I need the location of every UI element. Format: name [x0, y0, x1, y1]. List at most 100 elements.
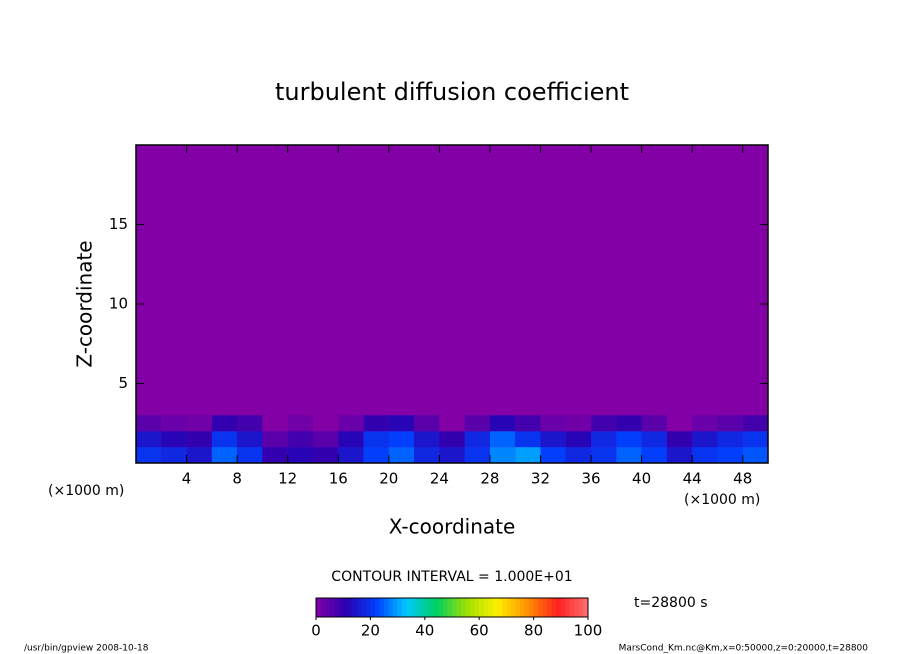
- colorbar-swatch: [320, 598, 326, 617]
- x-tick-label: 4: [182, 470, 192, 488]
- heat-cell: [414, 447, 440, 463]
- heat-cell: [489, 431, 516, 448]
- heat-cell: [237, 431, 263, 448]
- colorbar-swatch: [393, 598, 398, 617]
- colorbar-swatch: [470, 598, 475, 617]
- heat-cell: [666, 447, 693, 463]
- colorbar-swatch: [510, 598, 516, 617]
- colorbar-swatch: [497, 598, 503, 617]
- heat-cell: [464, 415, 490, 432]
- heat-cell: [262, 415, 288, 432]
- contour-interval: CONTOUR INTERVAL = 1.000E+01: [331, 569, 572, 585]
- heat-cell: [591, 415, 617, 432]
- heat-cell: [742, 447, 768, 463]
- heat-cell: [287, 415, 313, 432]
- colorbar-swatch: [456, 598, 462, 617]
- heat-cell: [136, 415, 162, 432]
- x-tick-label: 32: [531, 470, 550, 488]
- colorbar-swatch: [488, 598, 494, 617]
- heat-cell: [717, 415, 743, 432]
- heat-cell: [742, 431, 768, 448]
- x-unit: (×1000 m): [684, 492, 760, 508]
- colorbar-swatch: [524, 598, 530, 617]
- colorbar-swatch: [361, 598, 367, 617]
- colorbar-swatch: [329, 598, 335, 617]
- heat-cell: [565, 447, 592, 463]
- colorbar-swatch: [501, 598, 507, 617]
- heat-cell: [565, 431, 592, 448]
- heat-cell: [666, 415, 693, 432]
- colorbar-swatch: [352, 598, 358, 617]
- x-tick-label: 40: [632, 470, 651, 488]
- heat-cell: [692, 415, 718, 432]
- colorbar-swatch: [551, 598, 557, 617]
- colorbar-swatch: [415, 598, 421, 617]
- colorbar-swatch: [533, 598, 539, 617]
- heat-cell: [515, 415, 541, 432]
- heat-cell: [464, 447, 490, 463]
- heat-cell: [591, 431, 617, 448]
- colorbar-tick-label: 100: [574, 622, 603, 640]
- heat-cell: [388, 431, 415, 448]
- colorbar-swatch: [411, 598, 417, 617]
- heat-cell: [591, 447, 617, 463]
- heat-cell: [211, 415, 238, 432]
- heat-cell: [439, 447, 465, 463]
- colorbar-swatch: [388, 598, 394, 617]
- colorbar-swatch: [529, 598, 534, 617]
- heat-cell: [161, 415, 187, 432]
- colorbar-swatch: [479, 598, 485, 617]
- colorbar-swatch: [542, 598, 548, 617]
- heat-cell: [489, 415, 516, 432]
- heat-cell: [338, 431, 364, 448]
- colorbar-swatch: [492, 598, 498, 617]
- colorbar-swatch: [433, 598, 439, 617]
- heat-cell: [161, 447, 187, 463]
- colorbar-frame: [315, 597, 589, 618]
- y-tick-label: 15: [109, 215, 128, 233]
- colorbar-swatch: [397, 598, 403, 617]
- heat-cell: [616, 447, 642, 463]
- heat-cell: [237, 447, 263, 463]
- footer-right: MarsCond_Km.nc@Km,x=0:50000,z=0:20000,t=…: [619, 644, 869, 654]
- colorbar-swatch: [506, 598, 512, 617]
- heat-cell: [237, 415, 263, 432]
- colorbar-swatch: [483, 598, 489, 617]
- colorbar-swatch: [465, 598, 471, 617]
- heat-cell: [262, 447, 288, 463]
- heat-cell: [186, 431, 212, 448]
- colorbar-tick-label: 80: [524, 622, 543, 640]
- heat-cell: [312, 415, 339, 432]
- heat-cell: [186, 415, 212, 432]
- y-unit: (×1000 m): [48, 483, 124, 499]
- heat-cell: [692, 447, 718, 463]
- heat-cell: [666, 431, 693, 448]
- colorbar-tick-label: 20: [361, 622, 380, 640]
- heat-cell: [414, 415, 440, 432]
- y-tick-label: 5: [118, 374, 128, 392]
- chart-title: turbulent diffusion coefficient: [275, 78, 629, 106]
- colorbar-swatch: [365, 598, 371, 617]
- heat-cell: [717, 447, 743, 463]
- heat-cell: [641, 415, 667, 432]
- heat-cell: [692, 431, 718, 448]
- colorbar-swatch: [379, 598, 385, 617]
- heat-cell: [717, 431, 743, 448]
- heat-cell: [489, 447, 516, 463]
- x-tick-label: 8: [232, 470, 242, 488]
- colorbar-tick-label: 40: [415, 622, 434, 640]
- colorbar-swatch: [347, 598, 353, 617]
- heat-cell: [287, 447, 313, 463]
- heat-cell: [742, 415, 768, 432]
- heat-cell: [338, 415, 364, 432]
- colorbar-swatch: [406, 598, 412, 617]
- heat-cell: [363, 415, 389, 432]
- time-label: t=28800 s: [634, 595, 708, 611]
- colorbar-swatch: [560, 598, 566, 617]
- colorbar-swatch: [569, 598, 575, 617]
- heat-cell: [338, 447, 364, 463]
- colorbar-swatch: [424, 598, 430, 617]
- colorbar-swatch: [447, 598, 453, 617]
- heat-cell: [515, 431, 541, 448]
- x-tick-label: 16: [329, 470, 348, 488]
